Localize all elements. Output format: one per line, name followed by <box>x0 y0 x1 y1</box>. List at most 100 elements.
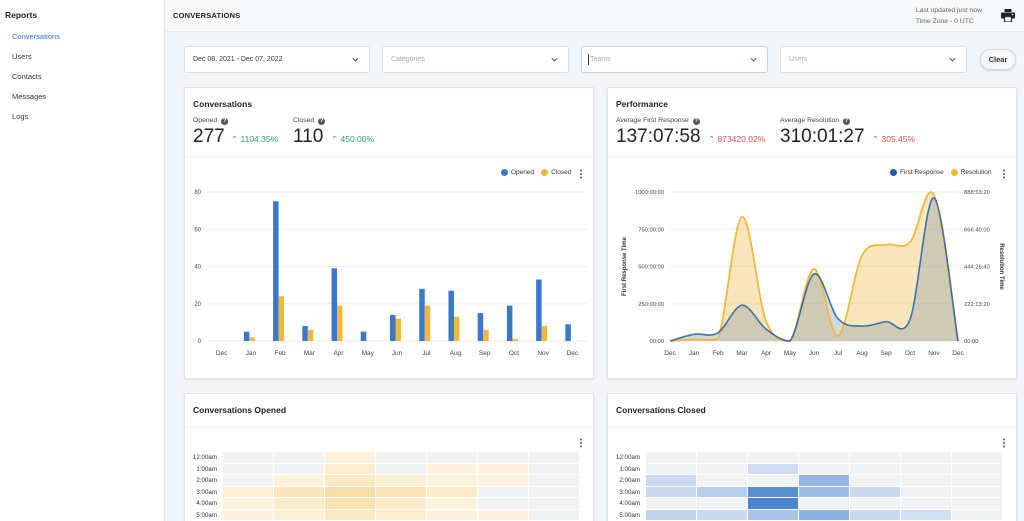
sidebar-item-logs[interactable]: Logs <box>12 112 29 121</box>
heatmap-cell[interactable] <box>748 498 798 509</box>
heatmap-cell[interactable] <box>646 475 696 486</box>
heatmap-cell[interactable] <box>478 463 528 474</box>
heatmap-cell[interactable] <box>274 486 324 497</box>
heatmap-cell[interactable] <box>748 509 798 520</box>
heatmap-cell[interactable] <box>274 452 324 463</box>
heatmap-cell[interactable] <box>850 452 900 463</box>
heatmap-cell[interactable] <box>901 509 951 520</box>
heatmap-cell[interactable] <box>901 463 951 474</box>
heatmap-cell[interactable] <box>901 452 951 463</box>
heatmap-cell[interactable] <box>646 463 696 474</box>
legend-label-first-response[interactable]: First Response <box>900 169 944 176</box>
heatmap-cell[interactable] <box>748 486 798 497</box>
heatmap-cell[interactable] <box>646 486 696 497</box>
help-icon[interactable]: ? <box>692 118 700 125</box>
heatmap-cell[interactable] <box>274 475 324 486</box>
heatmap-cell[interactable] <box>850 509 900 520</box>
heatmap-cell[interactable] <box>799 509 849 520</box>
heatmap-cell[interactable] <box>223 509 273 520</box>
clear-button[interactable]: Clear <box>980 49 1016 70</box>
heatmap-cell[interactable] <box>901 486 951 497</box>
heatmap-cell[interactable] <box>952 486 1002 497</box>
heatmap-cell[interactable] <box>274 498 324 509</box>
sidebar-item-users[interactable]: Users <box>12 52 32 61</box>
heatmap-cell[interactable] <box>697 486 747 497</box>
heatmap-cell[interactable] <box>529 463 579 474</box>
heatmap-cell[interactable] <box>952 463 1002 474</box>
heatmap-cell[interactable] <box>697 475 747 486</box>
heatmap-cell[interactable] <box>529 486 579 497</box>
heatmap-cell[interactable] <box>427 509 477 520</box>
sidebar-item-messages[interactable]: Messages <box>12 92 47 101</box>
heatmap-cell[interactable] <box>850 475 900 486</box>
more-vert-icon[interactable] <box>579 169 583 179</box>
heatmap-cell[interactable] <box>223 463 273 474</box>
date-range-select[interactable]: Dec 08, 2021 - Dec 07, 2022 <box>184 46 370 73</box>
heatmap-cell[interactable] <box>799 486 849 497</box>
heatmap-cell[interactable] <box>529 509 579 520</box>
heatmap-cell[interactable] <box>478 509 528 520</box>
heatmap-cell[interactable] <box>325 486 375 497</box>
print-icon[interactable] <box>1001 9 1015 22</box>
heatmap-cell[interactable] <box>223 475 273 486</box>
heatmap-cell[interactable] <box>529 498 579 509</box>
help-icon[interactable]: ? <box>843 118 851 125</box>
heatmap-cell[interactable] <box>952 475 1002 486</box>
heatmap-cell[interactable] <box>697 498 747 509</box>
legend-label-opened[interactable]: Opened <box>511 169 535 176</box>
heatmap-cell[interactable] <box>799 475 849 486</box>
heatmap-cell[interactable] <box>697 463 747 474</box>
heatmap-cell[interactable] <box>376 498 426 509</box>
heatmap-cell[interactable] <box>850 463 900 474</box>
heatmap-cell[interactable] <box>427 475 477 486</box>
heatmap-cell[interactable] <box>850 486 900 497</box>
heatmap-cell[interactable] <box>427 463 477 474</box>
heatmap-cell[interactable] <box>748 463 798 474</box>
heatmap-cell[interactable] <box>529 452 579 463</box>
heatmap-cell[interactable] <box>697 509 747 520</box>
heatmap-cell[interactable] <box>376 452 426 463</box>
users-select[interactable]: Users <box>780 46 967 73</box>
heatmap-cell[interactable] <box>427 452 477 463</box>
heatmap-cell[interactable] <box>901 475 951 486</box>
heatmap-cell[interactable] <box>376 475 426 486</box>
heatmap-cell[interactable] <box>274 509 324 520</box>
heatmap-cell[interactable] <box>325 509 375 520</box>
heatmap-cell[interactable] <box>376 509 426 520</box>
heatmap-cell[interactable] <box>646 509 696 520</box>
more-vert-icon[interactable] <box>1002 169 1006 179</box>
heatmap-cell[interactable] <box>952 452 1002 463</box>
heatmap-cell[interactable] <box>748 452 798 463</box>
heatmap-cell[interactable] <box>478 498 528 509</box>
heatmap-cell[interactable] <box>799 463 849 474</box>
heatmap-cell[interactable] <box>376 463 426 474</box>
legend-label-resolution[interactable]: Resolution <box>960 169 992 176</box>
heatmap-cell[interactable] <box>223 498 273 509</box>
heatmap-cell[interactable] <box>427 498 477 509</box>
sidebar-item-contacts[interactable]: Contacts <box>12 72 42 81</box>
teams-select[interactable]: Teams <box>581 46 768 73</box>
heatmap-cell[interactable] <box>478 452 528 463</box>
heatmap-cell[interactable] <box>799 452 849 463</box>
heatmap-cell[interactable] <box>799 498 849 509</box>
heatmap-cell[interactable] <box>697 452 747 463</box>
more-vert-icon[interactable] <box>1002 438 1006 448</box>
heatmap-cell[interactable] <box>274 463 324 474</box>
heatmap-cell[interactable] <box>850 498 900 509</box>
heatmap-cell[interactable] <box>376 486 426 497</box>
heatmap-cell[interactable] <box>646 452 696 463</box>
legend-label-closed[interactable]: Closed <box>551 169 572 176</box>
more-vert-icon[interactable] <box>579 438 583 448</box>
heatmap-cell[interactable] <box>223 452 273 463</box>
heatmap-cell[interactable] <box>325 475 375 486</box>
heatmap-cell[interactable] <box>427 486 477 497</box>
categories-select[interactable]: Categories <box>382 46 569 73</box>
heatmap-cell[interactable] <box>952 498 1002 509</box>
heatmap-cell[interactable] <box>478 486 528 497</box>
heatmap-cell[interactable] <box>901 498 951 509</box>
heatmap-cell[interactable] <box>529 475 579 486</box>
heatmap-cell[interactable] <box>325 498 375 509</box>
heatmap-cell[interactable] <box>325 463 375 474</box>
heatmap-cell[interactable] <box>748 475 798 486</box>
sidebar-item-conversations[interactable]: Conversations <box>12 32 60 41</box>
